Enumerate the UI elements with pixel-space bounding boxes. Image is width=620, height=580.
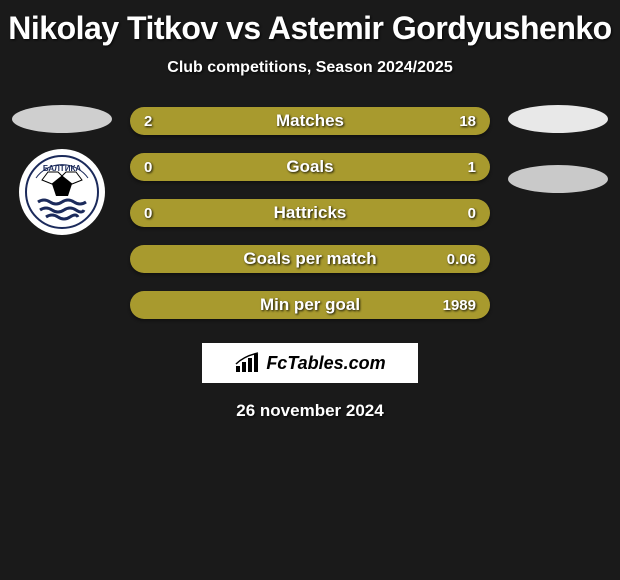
stat-value-left: 0 — [144, 159, 152, 176]
stat-value-right: 0.06 — [447, 251, 476, 268]
stat-label: Goals — [286, 157, 333, 177]
player-left-photo-placeholder — [12, 105, 112, 133]
comparison-grid: БАЛТИКА Matches218Goals01Hattricks00Goal — [2, 105, 618, 321]
stat-value-right: 1 — [468, 159, 476, 176]
stat-bars: Matches 2 18 Goals 0 1 Hattricks 0 0 Goals per ma… — [130, 105, 490, 321]
stat-row: Hattricks 0 0 — [130, 197, 490, 229]
stat-row: Min per goal 1989 — [130, 289, 490, 321]
page-title: Nikolay Titkov vs Astemir Gordyushenko — [8, 10, 611, 47]
brand-text: FcTables.com — [266, 353, 385, 374]
stat-row: Goals per match 0.06 — [130, 243, 490, 275]
stat-label: Goals per match — [243, 249, 376, 269]
player-right-photo-placeholder — [508, 105, 608, 133]
root-container: Nikolay Titkov vs Astemir Gordyushenko C… — [0, 0, 620, 431]
bar-chart-icon — [234, 352, 260, 374]
stat-label: Hattricks — [274, 203, 347, 223]
page-subtitle: Club competitions, Season 2024/2025 — [167, 59, 452, 77]
stat-row: Goals 0 1 — [130, 151, 490, 183]
stat-label: Min per goal — [260, 295, 360, 315]
stat-value-right: 1989 — [443, 297, 476, 314]
brand-box: FcTables.com — [202, 343, 418, 383]
stat-row: Matches 2 18 — [130, 105, 490, 137]
stat-value-right: 18 — [459, 113, 476, 130]
stat-value-right: 0 — [468, 205, 476, 222]
stat-value-left: 2 — [144, 113, 152, 130]
club-badge-left: БАЛТИКА — [19, 149, 105, 235]
date-text: 26 november 2024 — [236, 401, 383, 421]
club-right-photo-placeholder — [508, 165, 608, 193]
stat-value-left: 0 — [144, 205, 152, 222]
player-left-column: БАЛТИКА — [2, 105, 122, 235]
player-right-column — [498, 105, 618, 193]
stat-label: Matches — [276, 111, 344, 131]
baltika-logo-icon: БАЛТИКА — [24, 154, 100, 230]
